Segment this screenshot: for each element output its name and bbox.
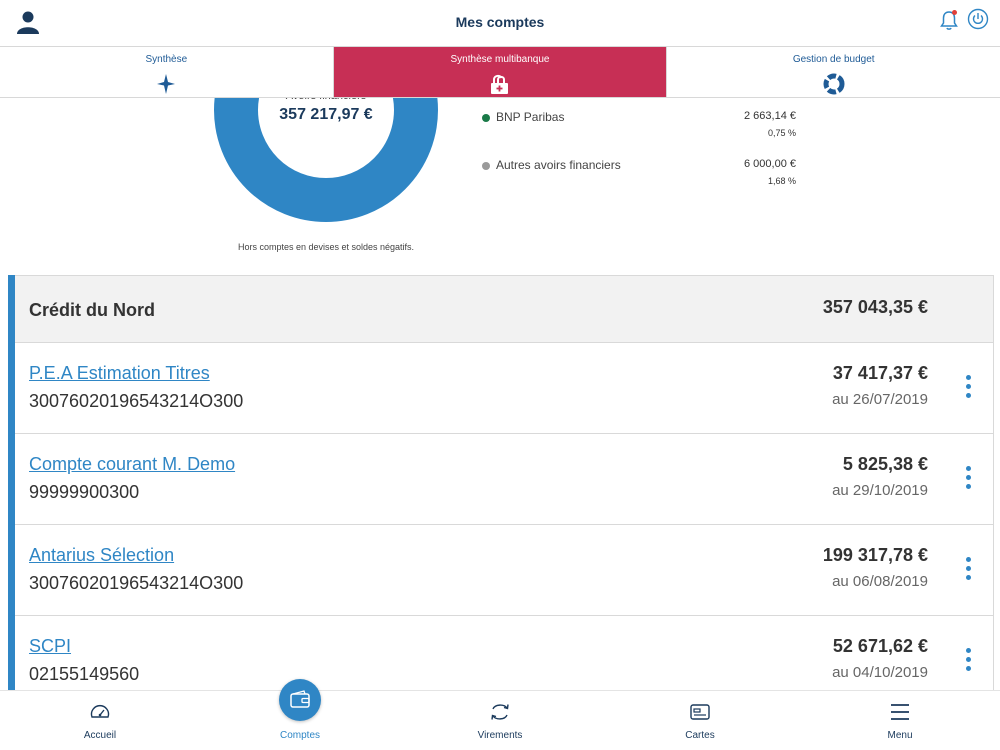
bank-header: Crédit du Nord 357 043,35 €	[15, 275, 994, 343]
legend-item-bnp: BNP Paribas 2 663,14 € 0,75 %	[480, 110, 796, 146]
notification-bell-icon[interactable]	[939, 9, 959, 31]
nav-label: Cartes	[685, 730, 715, 741]
account-name-link[interactable]: Compte courant M. Demo	[29, 454, 236, 474]
legend-dot	[482, 162, 490, 170]
account-number: 30076020196543214O300	[29, 573, 244, 593]
tab-label: Gestion de budget	[792, 54, 875, 65]
account-date: au 04/10/2019	[832, 664, 928, 681]
more-options-icon[interactable]	[963, 557, 973, 585]
account-date: au 06/08/2019	[832, 573, 928, 590]
donut-footnote: Hors comptes en devises et soldes négati…	[237, 242, 415, 252]
nav-label: Virements	[477, 730, 523, 741]
accounts-panel: Crédit du Nord 357 043,35 € P.E.A Estima…	[8, 275, 994, 691]
nav-label: Accueil	[83, 730, 117, 741]
nav-comptes[interactable]: Comptes	[200, 679, 400, 750]
logout-power-icon[interactable]	[967, 8, 989, 30]
more-options-icon[interactable]	[963, 648, 973, 676]
legend-name: BNP Paribas	[496, 110, 565, 124]
account-date: au 29/10/2019	[832, 482, 928, 499]
legend-percent: 0,75 %	[767, 128, 796, 138]
account-number: 99999900300	[29, 482, 140, 502]
tab-label: Synthèse	[145, 54, 188, 65]
ring-chart-icon	[823, 73, 845, 95]
page-title: Mes comptes	[455, 14, 545, 30]
nav-menu[interactable]: Menu	[800, 691, 1000, 750]
transfer-icon	[491, 704, 509, 720]
user-icon[interactable]	[16, 10, 40, 34]
tab-gestion-budget[interactable]: Gestion de budget	[667, 47, 1000, 97]
account-name-link[interactable]: SCPI	[29, 636, 72, 656]
account-row: Antarius Sélection 30076020196543214O300…	[15, 525, 994, 616]
nav-virements[interactable]: Virements	[400, 691, 600, 750]
more-options-icon[interactable]	[963, 375, 973, 403]
tab-synthese-multibanque[interactable]: Synthèse multibanque	[333, 47, 668, 97]
tab-label: Synthèse multibanque	[450, 54, 550, 65]
app-header: Mes comptes	[0, 0, 1000, 46]
account-number: 02155149560	[29, 664, 140, 684]
hamburger-icon	[891, 704, 909, 720]
account-balance: 52 671,62 €	[832, 636, 928, 656]
account-balance: 199 317,78 €	[822, 545, 928, 565]
tab-synthese[interactable]: Synthèse	[0, 47, 334, 97]
lock-add-icon	[491, 74, 508, 94]
legend-percent: 1,68 %	[767, 176, 796, 186]
legend-name: Autres avoirs financiers	[496, 158, 621, 172]
account-row: P.E.A Estimation Titres 3007602019654321…	[15, 343, 994, 434]
account-row: SCPI 02155149560 52 671,62 € au 04/10/20…	[15, 616, 994, 691]
bottom-navigation: Accueil Comptes Virements Cartes	[0, 679, 1000, 750]
bank-total: 357 043,35 €	[822, 297, 928, 317]
card-icon	[690, 704, 710, 720]
account-balance: 37 417,37 €	[832, 363, 928, 383]
legend-item-others: Autres avoirs financiers 6 000,00 € 1,68…	[480, 158, 796, 194]
account-balance: 5 825,38 €	[842, 454, 928, 474]
financial-assets-donut	[212, 98, 444, 228]
star-icon	[157, 74, 176, 94]
account-row: Compte courant M. Demo 99999900300 5 825…	[15, 434, 994, 525]
bank-name: Crédit du Nord	[29, 300, 155, 320]
bank-color-bar	[8, 275, 15, 691]
nav-accueil[interactable]: Accueil	[0, 691, 200, 750]
account-date: au 26/07/2019	[832, 391, 928, 408]
legend-amount: 6 000,00 €	[744, 158, 796, 170]
wallet-icon	[279, 679, 321, 721]
legend-dot	[482, 114, 490, 122]
view-tabs: Synthèse Synthèse multibanque Gestion de…	[0, 46, 1000, 98]
nav-label: Menu	[887, 730, 913, 741]
nav-label: Comptes	[279, 730, 320, 741]
legend-amount: 2 663,14 €	[744, 110, 796, 122]
account-name-link[interactable]: Antarius Sélection	[29, 545, 175, 565]
more-options-icon[interactable]	[963, 466, 973, 494]
account-number: 30076020196543214O300	[29, 391, 244, 411]
speedometer-icon	[90, 704, 110, 718]
nav-cartes[interactable]: Cartes	[600, 691, 800, 750]
account-name-link[interactable]: P.E.A Estimation Titres	[29, 363, 210, 383]
donut-total-value: 357 217,97 €	[279, 106, 373, 123]
